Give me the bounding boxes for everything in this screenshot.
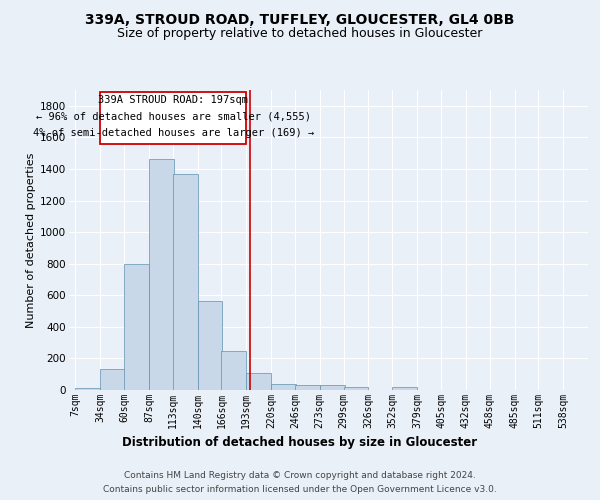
Text: 4% of semi-detached houses are larger (169) →: 4% of semi-detached houses are larger (1… [32, 128, 314, 138]
Bar [124, 264, 149, 390]
Bar [100, 370, 125, 390]
Text: Contains public sector information licensed under the Open Government Licence v3: Contains public sector information licen… [103, 484, 497, 494]
Text: 339A, STROUD ROAD, TUFFLEY, GLOUCESTER, GL4 0BB: 339A, STROUD ROAD, TUFFLEY, GLOUCESTER, … [85, 12, 515, 26]
Bar [76, 388, 100, 390]
Bar [173, 174, 197, 390]
Bar [344, 387, 368, 390]
Bar [221, 350, 246, 390]
Bar [295, 386, 320, 390]
Bar [392, 387, 417, 390]
Bar [149, 158, 174, 390]
Bar [246, 372, 271, 390]
Text: Distribution of detached houses by size in Gloucester: Distribution of detached houses by size … [122, 436, 478, 449]
Y-axis label: Number of detached properties: Number of detached properties [26, 152, 36, 328]
Text: ← 96% of detached houses are smaller (4,555): ← 96% of detached houses are smaller (4,… [36, 112, 311, 122]
Text: 339A STROUD ROAD: 197sqm: 339A STROUD ROAD: 197sqm [98, 95, 248, 105]
Text: Size of property relative to detached houses in Gloucester: Size of property relative to detached ho… [118, 28, 482, 40]
Text: Contains HM Land Registry data © Crown copyright and database right 2024.: Contains HM Land Registry data © Crown c… [124, 472, 476, 480]
FancyBboxPatch shape [100, 92, 246, 144]
Bar [320, 386, 344, 390]
Bar [197, 301, 223, 390]
Bar [271, 384, 296, 390]
